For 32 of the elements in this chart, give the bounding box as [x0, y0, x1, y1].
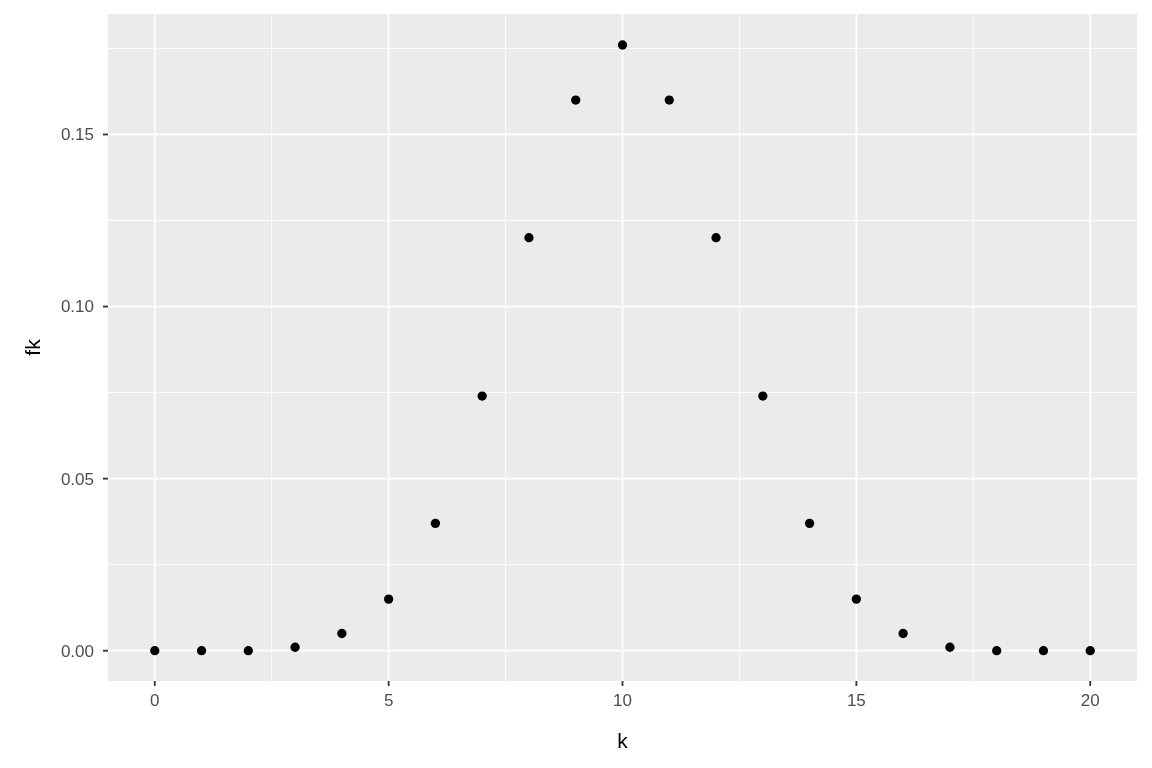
- point: [383, 594, 394, 604]
- x-tick-label: 20: [1080, 691, 1100, 710]
- point: [945, 642, 955, 652]
- point: [196, 646, 207, 656]
- y-tick-label: 0.05: [60, 469, 94, 489]
- point: [290, 642, 300, 652]
- point: [711, 233, 721, 243]
- x-tick-label: 0: [150, 691, 160, 710]
- point: [243, 646, 253, 656]
- point: [804, 518, 815, 529]
- x-tick-label: 5: [383, 691, 394, 710]
- point: [617, 40, 628, 50]
- point: [571, 95, 581, 105]
- x-tick-label: 10: [613, 691, 632, 710]
- y-tick-label: 0.00: [60, 641, 94, 661]
- point: [1038, 646, 1049, 656]
- point: [524, 233, 534, 243]
- x-tick-label: 15: [846, 691, 866, 710]
- point: [1085, 646, 1095, 656]
- point: [664, 95, 674, 105]
- point: [758, 391, 768, 401]
- y-tick-label: 0.15: [60, 125, 94, 145]
- y-axis-title: fk: [21, 338, 44, 356]
- y-tick-label: 0.10: [60, 297, 94, 317]
- point: [430, 518, 441, 529]
- point: [337, 628, 347, 639]
- point: [477, 391, 487, 401]
- point: [898, 628, 908, 639]
- point: [851, 594, 862, 604]
- x-axis-title: k: [617, 729, 629, 752]
- point: [150, 646, 160, 656]
- point: [992, 646, 1002, 656]
